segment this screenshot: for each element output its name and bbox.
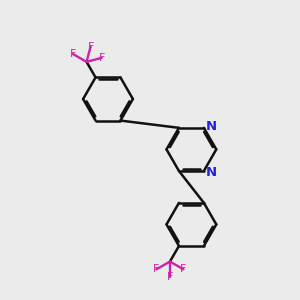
Text: N: N: [206, 166, 217, 179]
Text: F: F: [180, 264, 187, 274]
Text: F: F: [98, 53, 105, 63]
Text: F: F: [70, 49, 76, 59]
Text: F: F: [153, 264, 160, 274]
Text: N: N: [206, 120, 217, 133]
Text: F: F: [167, 272, 173, 282]
Text: F: F: [87, 42, 94, 52]
